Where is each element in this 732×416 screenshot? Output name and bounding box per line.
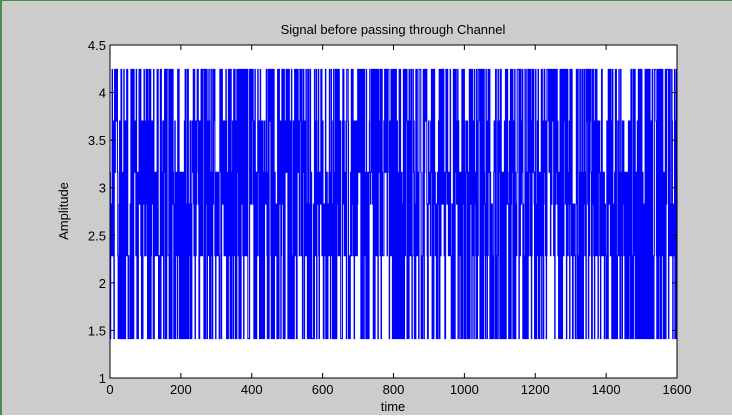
y-tick-label: 4.5 (88, 38, 106, 53)
x-tick-label: 1400 (592, 382, 621, 397)
y-tick-label: 3 (99, 181, 106, 196)
y-tick-label: 2 (99, 276, 106, 291)
x-tick-label: 1600 (663, 382, 692, 397)
x-tick-label: 400 (241, 382, 263, 397)
signal-trace (109, 68, 678, 340)
axis-ticks: 0 200 400 600 800 1000 1200 1400 1600 1 1.5 2 2.5 3 3.… (88, 38, 692, 397)
x-tick-label: 1200 (521, 382, 550, 397)
x-axis-label: time (381, 399, 406, 414)
chart-title: Signal before passing through Channel (281, 22, 506, 37)
y-tick-label: 3.5 (88, 133, 106, 148)
y-tick-label: 2.5 (88, 228, 106, 243)
y-tick-label: 1.5 (88, 323, 106, 338)
x-tick-label: 0 (106, 382, 113, 397)
y-tick-label: 4 (99, 86, 106, 101)
x-tick-label: 200 (170, 382, 192, 397)
signal-series-line (109, 68, 678, 340)
x-tick-label: 1000 (450, 382, 479, 397)
y-tick-label: 1 (99, 371, 106, 386)
y-axis-label: Amplitude (56, 182, 71, 240)
x-tick-label: 600 (312, 382, 334, 397)
x-tick-label: 800 (383, 382, 405, 397)
